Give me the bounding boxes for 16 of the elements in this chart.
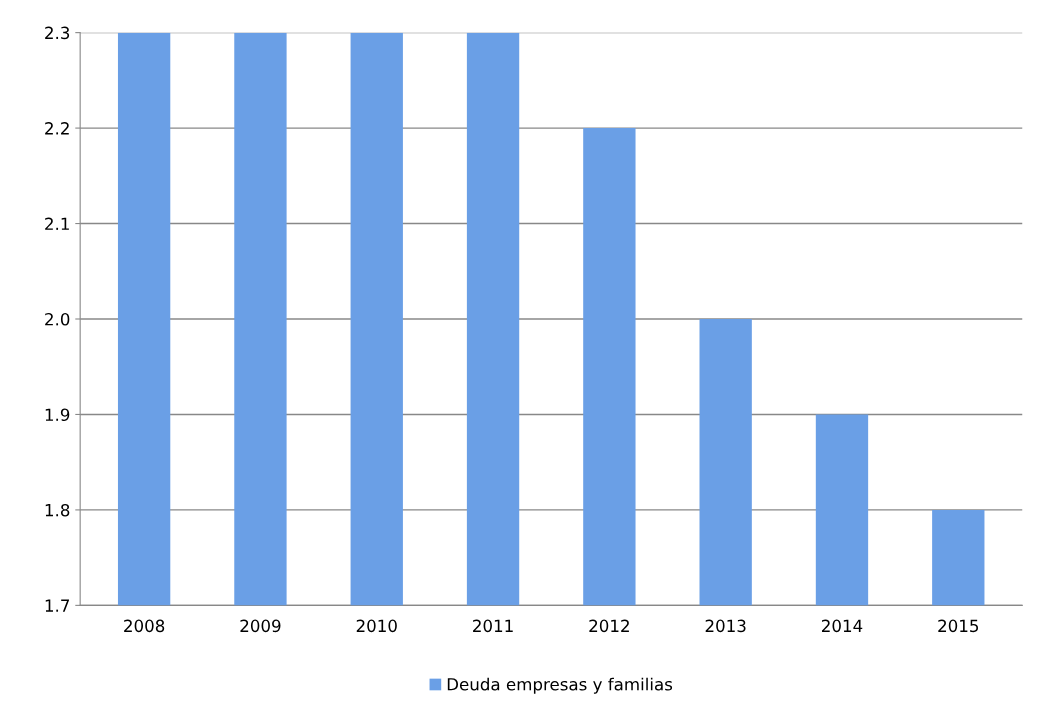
y-tick-label: 2.0 bbox=[45, 312, 70, 326]
legend-label: Deuda empresas y familias bbox=[447, 677, 673, 694]
x-tick-label: 2008 bbox=[124, 619, 165, 633]
x-tick-label: 2009 bbox=[240, 619, 281, 633]
x-tick-label: 2015 bbox=[938, 619, 979, 633]
y-tick-label: 1.8 bbox=[45, 503, 70, 517]
x-tick-label: 2013 bbox=[705, 619, 746, 633]
x-tick-label: 2011 bbox=[473, 619, 513, 633]
x-tick-label: 2010 bbox=[356, 619, 397, 633]
y-tick-label: 1.9 bbox=[45, 408, 70, 422]
y-tick-label: 2.3 bbox=[45, 26, 70, 40]
x-tick-label: 2014 bbox=[822, 619, 863, 633]
y-tick-label: 2.2 bbox=[45, 122, 69, 135]
y-tick-label: 2.1 bbox=[45, 217, 69, 230]
y-tick-label: 1.7 bbox=[45, 599, 70, 612]
x-tick-label: 2012 bbox=[589, 619, 629, 633]
